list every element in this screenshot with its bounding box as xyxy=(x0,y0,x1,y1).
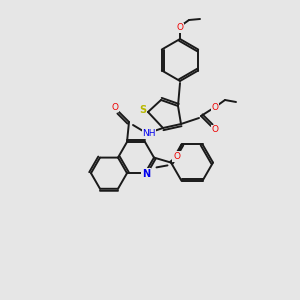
Text: N: N xyxy=(142,169,150,179)
Text: O: O xyxy=(112,103,118,112)
Text: O: O xyxy=(212,125,218,134)
Text: O: O xyxy=(176,23,184,32)
Text: S: S xyxy=(140,105,147,115)
Text: O: O xyxy=(173,152,180,161)
Text: NH: NH xyxy=(142,130,156,139)
Text: O: O xyxy=(212,103,218,112)
